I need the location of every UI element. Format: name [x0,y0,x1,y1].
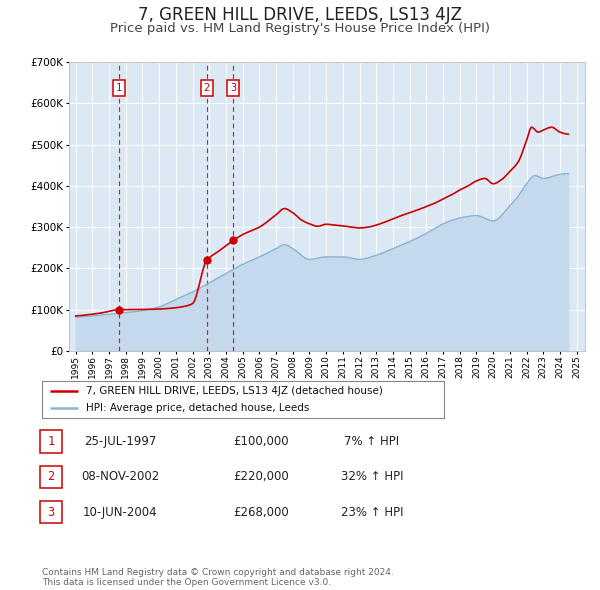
Text: 7% ↑ HPI: 7% ↑ HPI [344,435,400,448]
Text: 2: 2 [47,470,55,483]
Text: Contains HM Land Registry data © Crown copyright and database right 2024.
This d: Contains HM Land Registry data © Crown c… [42,568,394,587]
Text: 7, GREEN HILL DRIVE, LEEDS, LS13 4JZ (detached house): 7, GREEN HILL DRIVE, LEEDS, LS13 4JZ (de… [86,386,383,396]
Text: 25-JUL-1997: 25-JUL-1997 [84,435,156,448]
Text: £100,000: £100,000 [233,435,289,448]
Text: HPI: Average price, detached house, Leeds: HPI: Average price, detached house, Leed… [86,403,310,413]
Text: 1: 1 [47,435,55,448]
Text: 08-NOV-2002: 08-NOV-2002 [81,470,159,483]
Text: 3: 3 [47,506,55,519]
Text: 2: 2 [203,83,210,93]
Text: 1: 1 [115,83,122,93]
Text: 32% ↑ HPI: 32% ↑ HPI [341,470,403,483]
Text: 23% ↑ HPI: 23% ↑ HPI [341,506,403,519]
Text: £268,000: £268,000 [233,506,289,519]
Text: 3: 3 [230,83,236,93]
Text: 7, GREEN HILL DRIVE, LEEDS, LS13 4JZ: 7, GREEN HILL DRIVE, LEEDS, LS13 4JZ [138,6,462,24]
Text: Price paid vs. HM Land Registry's House Price Index (HPI): Price paid vs. HM Land Registry's House … [110,22,490,35]
Text: £220,000: £220,000 [233,470,289,483]
Text: 10-JUN-2004: 10-JUN-2004 [83,506,157,519]
